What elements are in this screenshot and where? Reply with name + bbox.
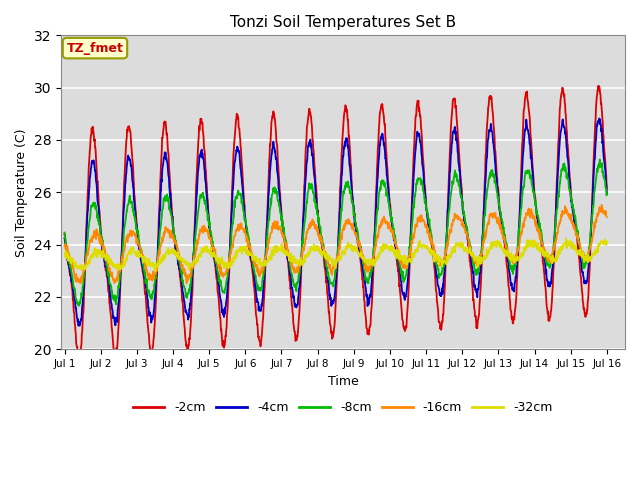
-8cm [596,156,604,162]
-4cm [75,323,83,329]
-32cm [61,251,68,257]
-2cm [420,171,428,177]
-2cm [595,83,602,89]
-2cm [76,357,84,362]
-2cm [168,215,176,221]
-32cm [420,243,428,249]
-8cm [75,303,83,309]
Line: -32cm: -32cm [65,239,607,272]
-2cm [243,229,250,235]
-8cm [420,192,428,198]
-8cm [168,218,176,224]
-4cm [596,116,604,121]
-8cm [243,222,250,228]
-4cm [539,249,547,254]
-32cm [243,243,250,249]
-32cm [563,236,570,241]
-16cm [168,233,176,239]
Legend: -2cm, -4cm, -8cm, -16cm, -32cm: -2cm, -4cm, -8cm, -16cm, -32cm [128,396,558,420]
-4cm [243,226,250,231]
-4cm [420,181,428,187]
-8cm [539,244,547,250]
Line: -4cm: -4cm [65,119,607,326]
-32cm [182,259,189,265]
-8cm [182,290,189,296]
-16cm [420,218,428,224]
Line: -8cm: -8cm [65,159,607,306]
-2cm [603,186,611,192]
-16cm [598,202,605,208]
-32cm [152,269,159,275]
-32cm [491,242,499,248]
-16cm [243,234,250,240]
-2cm [61,231,68,237]
-16cm [61,242,68,248]
-32cm [603,240,611,246]
-4cm [182,309,189,315]
Y-axis label: Soil Temperature (C): Soil Temperature (C) [15,128,28,257]
Line: -16cm: -16cm [65,205,607,283]
-2cm [491,148,499,154]
Text: TZ_fmet: TZ_fmet [67,42,124,55]
-32cm [168,249,176,255]
Title: Tonzi Soil Temperatures Set B: Tonzi Soil Temperatures Set B [230,15,456,30]
-8cm [491,178,499,184]
-16cm [182,270,189,276]
Line: -2cm: -2cm [65,86,607,360]
-8cm [61,229,68,235]
-8cm [603,191,611,196]
-16cm [539,246,547,252]
-4cm [168,214,176,219]
-16cm [491,214,499,220]
-2cm [539,259,547,265]
-4cm [603,190,611,196]
-32cm [539,252,547,258]
-2cm [182,337,189,343]
-4cm [61,236,68,241]
-4cm [491,159,499,165]
-16cm [77,280,84,286]
X-axis label: Time: Time [328,374,358,387]
-16cm [603,214,611,220]
